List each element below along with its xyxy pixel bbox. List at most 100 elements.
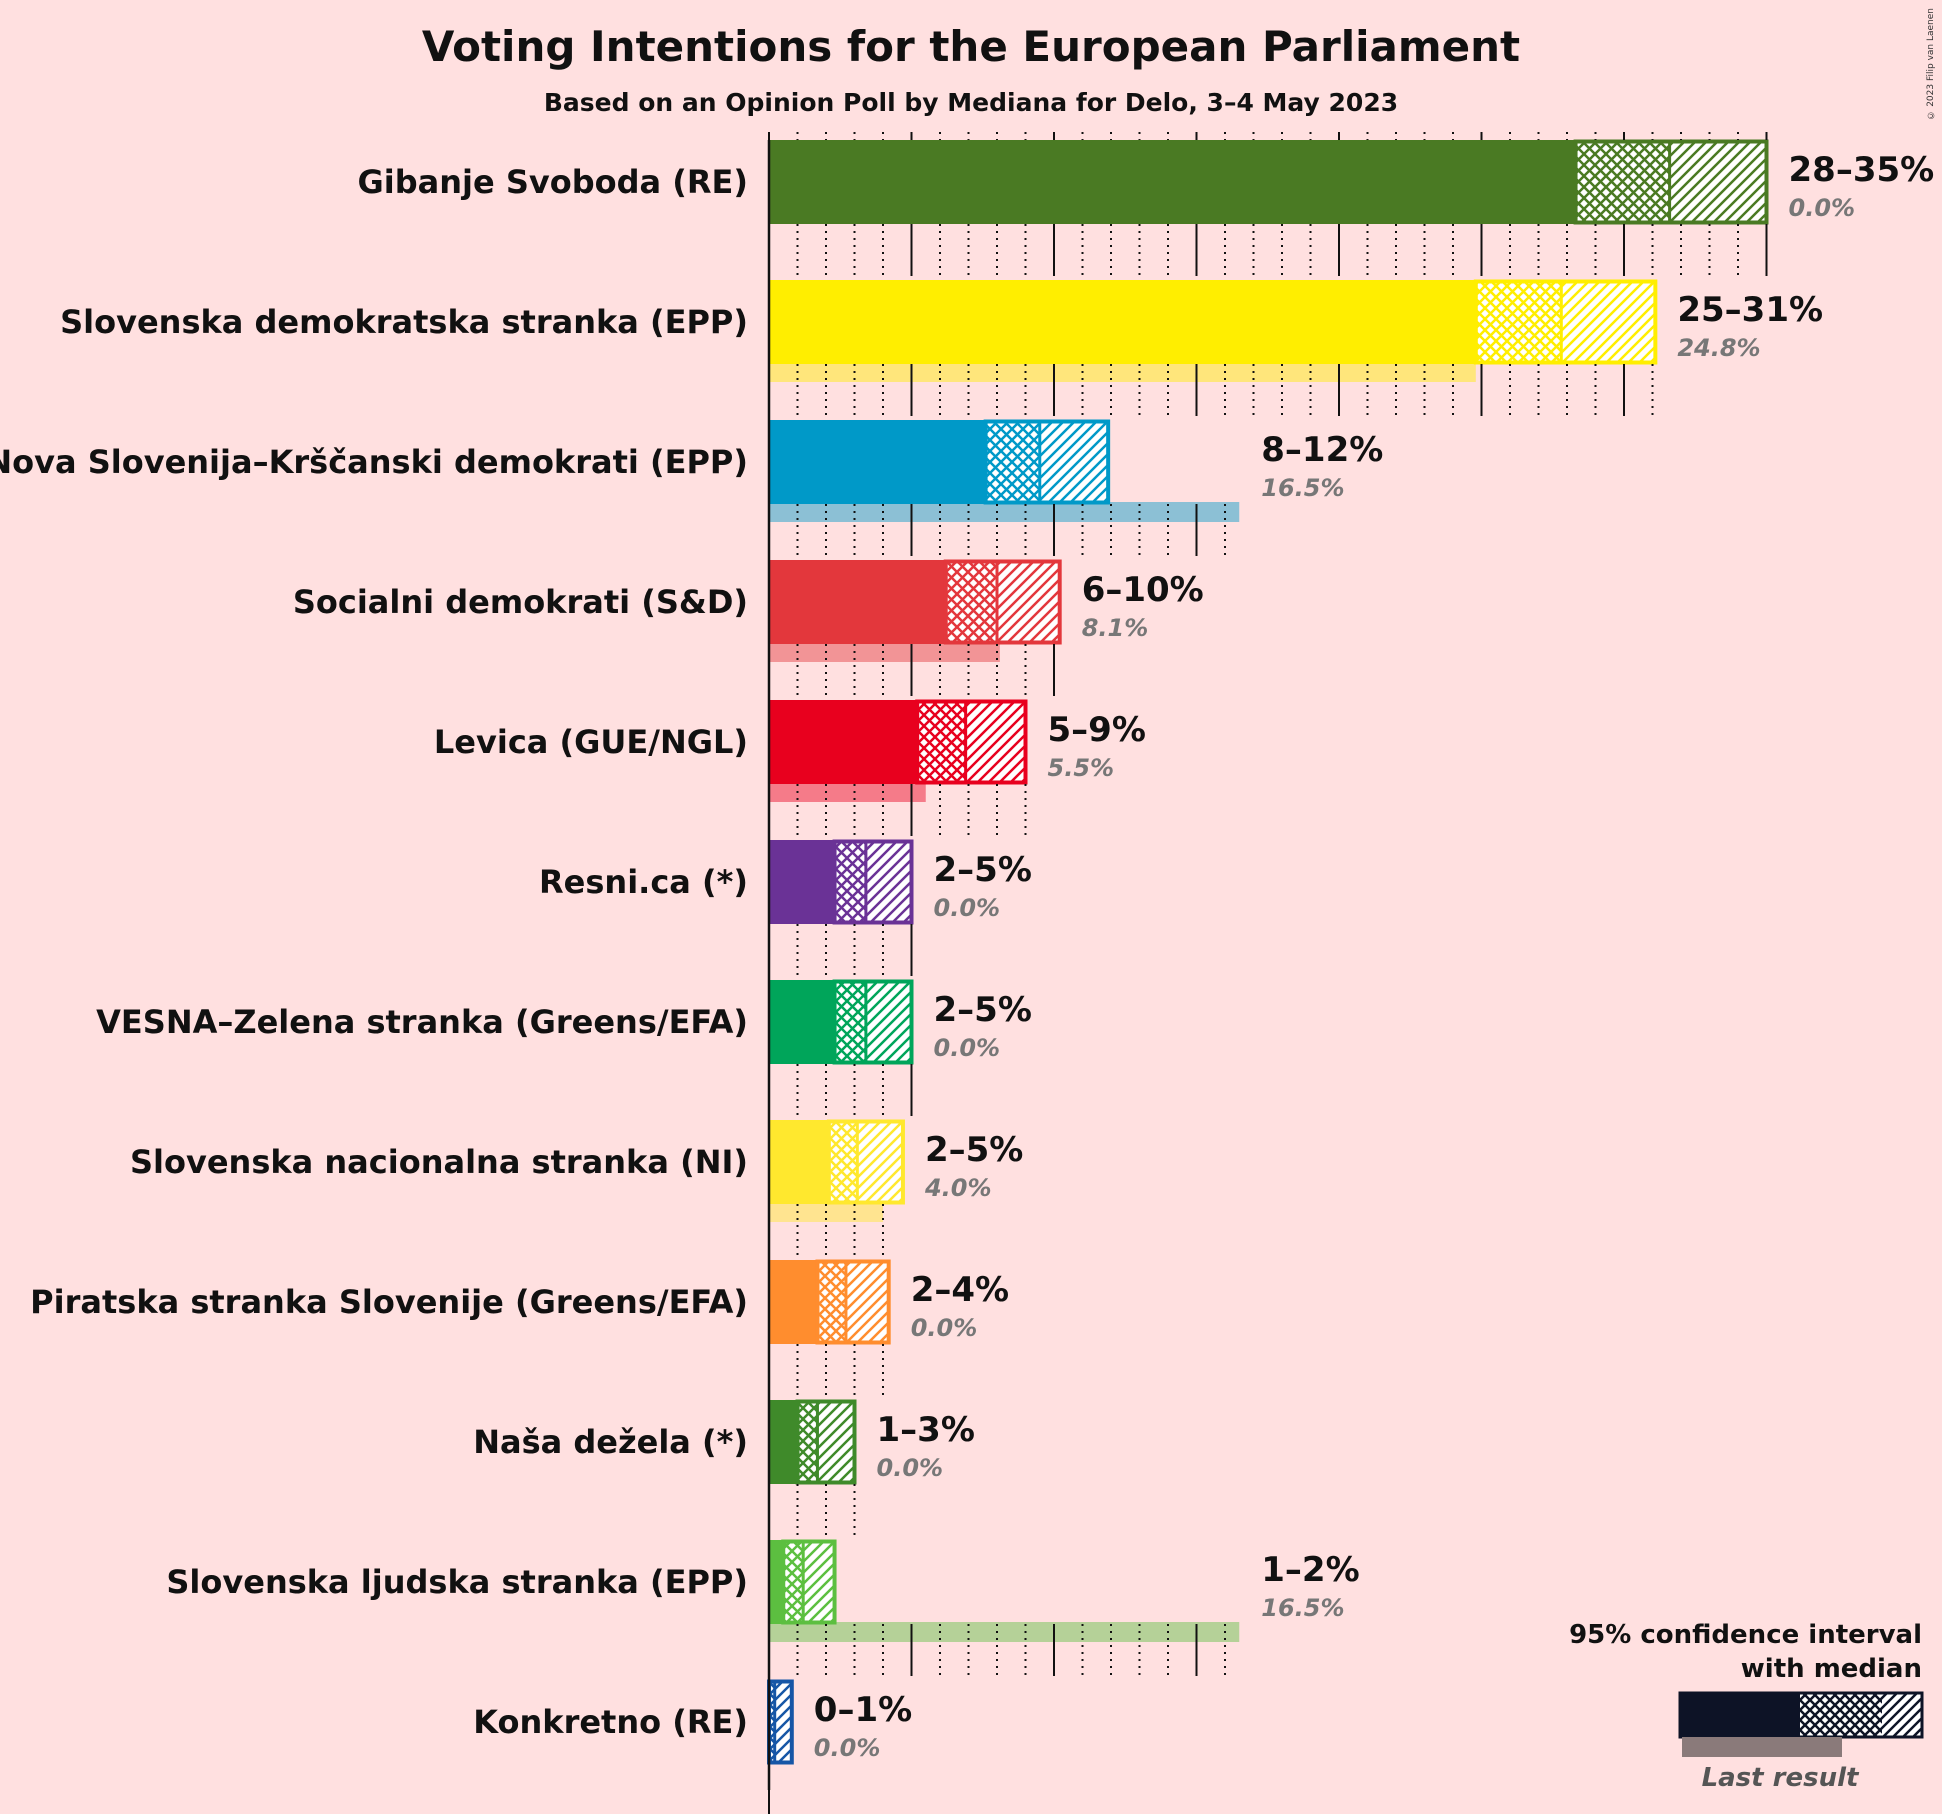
ci-lower-bar — [769, 1260, 818, 1344]
last-result-label: 0.0% — [911, 1314, 978, 1342]
last-result-label: 0.0% — [934, 1034, 1001, 1062]
ci-lower-bar — [769, 560, 946, 644]
range-label: 1–3% — [877, 1410, 975, 1450]
party-label: Slovenska ljudska stranka (EPP) — [166, 1563, 748, 1601]
party-label: Levica (GUE/NGL) — [434, 723, 748, 761]
ci-outline — [983, 419, 1111, 505]
party-row — [769, 419, 1240, 522]
party-label: Slovenska nacionalna stranka (NI) — [130, 1143, 748, 1181]
legend-crosshatch-swatch — [1800, 1693, 1882, 1737]
ci-low-median-bar — [1575, 140, 1670, 224]
ci-lower-bar — [769, 420, 986, 504]
party-label: VESNA–Zelena stranka (Greens/EFA) — [96, 1003, 748, 1041]
ci-low-median-bar — [945, 560, 997, 644]
ci-outline — [943, 559, 1062, 645]
party-label: Resni.ca (*) — [539, 863, 748, 901]
party-row — [769, 839, 914, 925]
range-label: 2–5% — [934, 990, 1032, 1030]
ci-outline — [781, 1539, 837, 1625]
ci-lower-bar — [769, 980, 835, 1064]
last-result-label: 5.5% — [1048, 754, 1115, 782]
party-row — [769, 559, 1062, 662]
ci-outline — [832, 979, 914, 1065]
ci-low-median-bar — [817, 1260, 846, 1344]
range-label: 1–2% — [1261, 1550, 1359, 1590]
ci-low-median-bar — [917, 700, 966, 784]
party-row — [769, 699, 1028, 802]
chart-subtitle: Based on an Opinion Poll by Mediana for … — [543, 88, 1399, 117]
grid-layer — [767, 132, 1768, 1814]
chart-title: Voting Intentions for the European Parli… — [421, 22, 1521, 71]
ci-median-high-bar — [857, 1120, 903, 1204]
ci-lower-bar — [769, 1120, 829, 1204]
ci-outline — [826, 1119, 905, 1205]
ci-median-high-bar — [1561, 280, 1656, 364]
ci-lower-bar — [769, 1400, 798, 1484]
last-result-label: 0.0% — [877, 1454, 944, 1482]
legend-title-line2: with median — [1741, 1654, 1922, 1684]
last-result-label: 0.0% — [814, 1734, 881, 1762]
party-row — [769, 979, 914, 1065]
ci-median-high-bar — [1039, 420, 1109, 504]
ci-median-high-bar — [965, 700, 1026, 784]
party-row — [769, 1539, 1240, 1642]
last-result-label: 8.1% — [1082, 614, 1149, 642]
party-label: Naša dežela (*) — [473, 1423, 748, 1461]
ci-low-median-bar — [783, 1540, 804, 1624]
range-label: 5–9% — [1048, 710, 1146, 750]
ci-lower-bar — [769, 700, 918, 784]
range-label: 2–4% — [911, 1270, 1009, 1310]
range-label: 0–1% — [814, 1690, 912, 1730]
party-label: Slovenska demokratska stranka (EPP) — [60, 303, 748, 341]
ci-outline — [832, 839, 914, 925]
party-row — [767, 1679, 794, 1765]
legend-last-result-label: Last result — [1702, 1763, 1860, 1793]
last-result-bar — [769, 502, 1240, 522]
ci-low-median-bar — [769, 1680, 775, 1764]
legend-title-line1: 95% confidence interval — [1569, 1620, 1922, 1650]
bars-layer — [767, 139, 1769, 1765]
ci-lower-bar — [769, 840, 835, 924]
last-result-label: 4.0% — [924, 1174, 992, 1202]
last-result-label: 16.5% — [1261, 474, 1344, 502]
ci-low-median-bar — [834, 980, 866, 1064]
ci-low-median-bar — [834, 840, 866, 924]
ci-low-median-bar — [797, 1400, 818, 1484]
last-result-bar — [769, 1622, 1240, 1642]
chart-legend: 95% confidence interval with median Last… — [1569, 1620, 1924, 1793]
legend-hatch-swatch — [1882, 1693, 1922, 1737]
ci-low-median-bar — [1475, 280, 1562, 364]
ci-median-high-bar — [997, 560, 1060, 644]
range-label: 2–5% — [925, 1130, 1023, 1170]
legend-last-result-swatch — [1682, 1737, 1842, 1757]
last-result-bar — [769, 362, 1476, 382]
ci-lower-bar — [769, 1540, 784, 1624]
legend-solid-swatch — [1680, 1693, 1800, 1737]
party-label: Konkretno (RE) — [473, 1703, 748, 1741]
ci-outline — [815, 1259, 891, 1345]
party-row — [769, 279, 1658, 382]
party-row — [769, 1399, 857, 1485]
ci-median-high-bar — [845, 1260, 889, 1344]
last-result-label: 0.0% — [934, 894, 1001, 922]
range-label: 28–35% — [1789, 150, 1935, 190]
last-result-bar — [769, 642, 1000, 662]
ci-median-high-bar — [803, 1540, 835, 1624]
ci-median-high-bar — [1669, 140, 1767, 224]
party-label: Socialni demokrati (S&D) — [293, 583, 748, 621]
ci-outline — [915, 699, 1028, 785]
labels-layer: Gibanje Svoboda (RE) 28–35% 0.0% Slovenska … — [0, 150, 1934, 1762]
ci-median-high-bar — [865, 840, 912, 924]
ci-median-high-bar — [774, 1680, 792, 1764]
range-label: 6–10% — [1082, 570, 1204, 610]
last-result-label: 16.5% — [1261, 1594, 1344, 1622]
ci-median-high-bar — [817, 1400, 855, 1484]
last-result-bar — [769, 782, 926, 802]
ci-median-high-bar — [865, 980, 912, 1064]
last-result-label: 24.8% — [1677, 334, 1760, 362]
ci-low-median-bar — [828, 1120, 858, 1204]
ci-low-median-bar — [985, 420, 1040, 504]
party-label: Piratska stranka Slovenije (Greens/EFA) — [30, 1283, 748, 1321]
last-result-label: 0.0% — [1789, 194, 1856, 222]
